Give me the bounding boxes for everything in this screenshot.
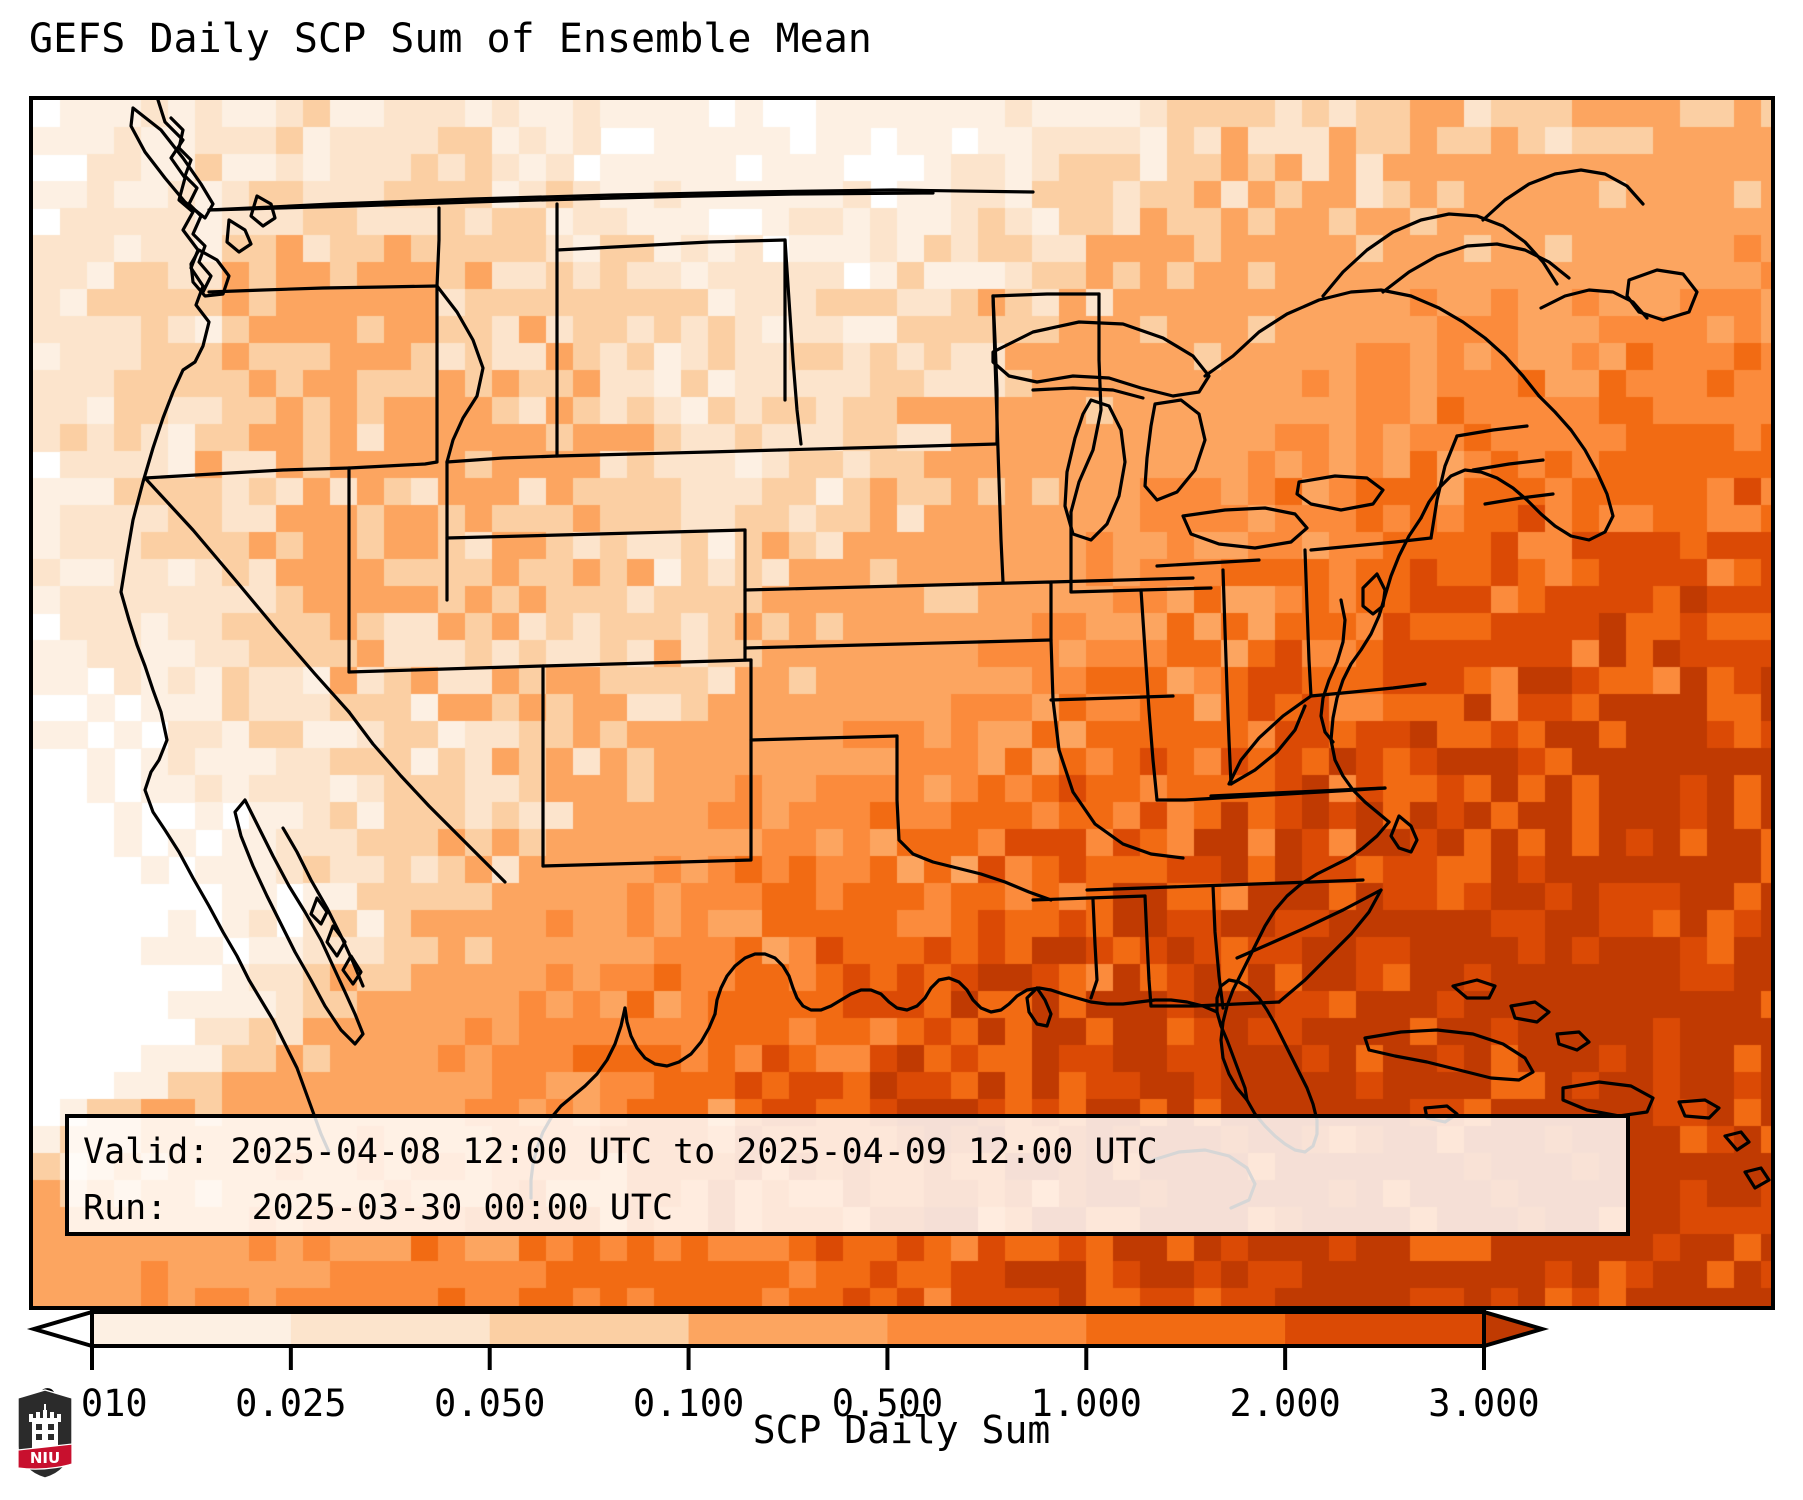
colorbar-tick-label: 3.000 — [1428, 1382, 1539, 1425]
colorbar-tick-label: 1.000 — [1031, 1382, 1142, 1425]
colorbar-band — [1086, 1312, 1286, 1346]
colorbar-bands — [26, 1310, 1550, 1349]
colorbar-band — [887, 1312, 1087, 1346]
logo-text: NIU — [30, 1449, 60, 1467]
logo-banner — [17, 1443, 73, 1470]
colorbar-svg: 0.010 0.025 0.050 0.100 0.500 1.000 2.000 3.000 — [26, 1310, 1550, 1425]
colorbar-tick-labels: 0.010 0.025 0.050 0.100 0.500 1.000 2.000 3.000 — [36, 1382, 1539, 1425]
map-frame: Valid: 2025-04-08 12:00 UTC to 2025-04-0… — [29, 96, 1775, 1310]
info-run-line: Run: 2025-03-30 00:00 UTC — [83, 1188, 674, 1228]
colorbar-band — [489, 1312, 690, 1346]
colorbar-under-arrow — [26, 1310, 94, 1349]
page-title: GEFS Daily SCP Sum of Ensemble Mean — [29, 16, 872, 62]
colorbar-tick-label: 0.500 — [832, 1382, 943, 1425]
colorbar-tick-label: 0.100 — [633, 1382, 744, 1425]
niu-logo: NIU — [17, 1389, 73, 1479]
colorbar-band — [92, 1312, 292, 1346]
colorbar-band — [688, 1312, 889, 1346]
info-valid-line: Valid: 2025-04-08 12:00 UTC to 2025-04-0… — [83, 1132, 1158, 1172]
colorbar-band — [290, 1312, 491, 1346]
colorbar-tick-label: 0.050 — [434, 1382, 545, 1425]
colorbar-tick-label: 0.025 — [235, 1382, 346, 1425]
colorbar-outline — [90, 1310, 1486, 1348]
colorbar-band — [1285, 1312, 1485, 1346]
logo-castle — [29, 1404, 61, 1448]
info-box: Valid: 2025-04-08 12:00 UTC to 2025-04-0… — [65, 1114, 1630, 1236]
colorbar-axis-label: SCP Daily Sum — [752, 1408, 1051, 1452]
colorbar: 0.010 0.025 0.050 0.100 0.500 1.000 2.000 3.000 — [0, 1310, 1803, 1500]
colorbar-ticks — [90, 1346, 1486, 1370]
logo-castle-windows — [36, 1424, 54, 1440]
colorbar-tick-label: 2.000 — [1229, 1382, 1340, 1425]
colorbar-over-arrow — [1482, 1310, 1550, 1349]
